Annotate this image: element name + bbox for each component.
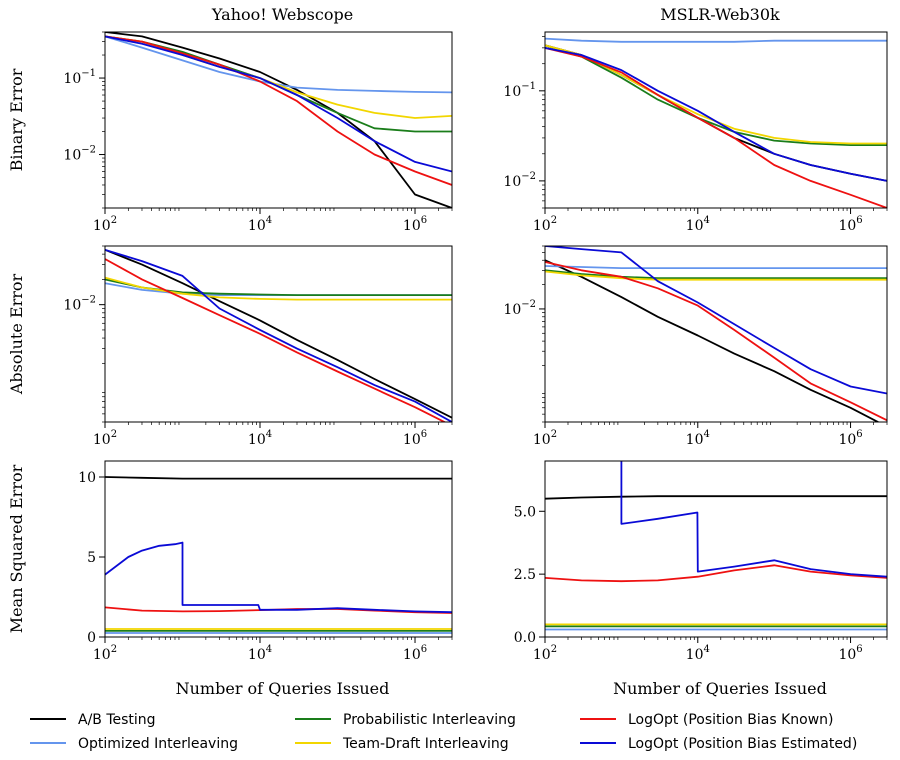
x-tick-label: 104 [248, 215, 272, 234]
column-title-1: MSLR-Web30k [660, 5, 780, 24]
panel-5: 102 104 106 0.0 2.5 5.0 [514, 460, 888, 663]
legend-label-0: A/B Testing [78, 712, 156, 728]
series-group [545, 37, 887, 208]
x-tick-label: 102 [93, 644, 117, 663]
series-line-0 [545, 259, 880, 422]
y-tick-label: 10−1 [503, 81, 536, 100]
series-line-5 [620, 461, 887, 578]
x-axis-label-1: Number of Queries Issued [613, 679, 827, 698]
y-tick-label: 10−2 [63, 295, 96, 314]
series-group [545, 461, 887, 631]
series-line-2 [545, 44, 887, 147]
y-tick-label: 10−1 [63, 68, 96, 87]
series-line-0 [545, 495, 887, 500]
series-line-4 [545, 261, 887, 422]
x-tick-label: 104 [248, 644, 272, 663]
x-tick-label: 102 [93, 429, 117, 448]
legend-label-5: LogOpt (Position Bias Estimated) [628, 736, 857, 752]
series-group [105, 248, 452, 422]
y-tick-label: 0 [87, 630, 96, 646]
series-group [105, 476, 452, 634]
series-line-5 [545, 246, 887, 395]
series-line-1 [545, 37, 887, 43]
y-tick-label: 10−2 [63, 145, 96, 164]
panel-frame [104, 245, 453, 423]
row-label-0: Binary Error [7, 68, 26, 171]
panel-2: 102 104 106 10−2 [63, 245, 453, 448]
x-tick-label: 102 [533, 429, 557, 448]
x-tick-label: 102 [533, 644, 557, 663]
x-tick-label: 106 [838, 215, 862, 234]
panel-frame [544, 460, 888, 638]
y-tick-label: 2.5 [514, 567, 536, 583]
series-line-5 [105, 248, 452, 422]
panel-frame [104, 31, 453, 209]
x-axis-label-0: Number of Queries Issued [176, 679, 390, 698]
series-line-0 [545, 44, 887, 182]
series-line-4 [105, 35, 452, 186]
series-line-5 [105, 35, 452, 173]
x-tick-label: 106 [403, 215, 427, 234]
panel-frame [544, 245, 888, 423]
x-tick-label: 102 [533, 215, 557, 234]
series-line-4 [545, 47, 887, 208]
series-line-5 [105, 541, 452, 614]
x-tick-label: 104 [686, 429, 710, 448]
row-label-2: Mean Squared Error [7, 464, 26, 633]
y-tick-label: 0.0 [514, 630, 536, 646]
series-line-0 [105, 32, 452, 208]
row-label-1: Absolute Error [7, 274, 26, 396]
x-tick-label: 106 [838, 644, 862, 663]
panel-frame [104, 460, 453, 638]
series-group [105, 32, 452, 208]
column-title-0: Yahoo! Webscope [211, 5, 353, 24]
series-line-4 [545, 564, 887, 583]
panel-1: 102 104 106 10−1 10−2 [503, 31, 888, 234]
legend-label-1: Optimized Interleaving [78, 736, 238, 752]
panel-3: 102 104 106 10−2 [503, 245, 888, 448]
y-tick-label: 5.0 [514, 504, 536, 520]
y-tick-label: 10−2 [503, 299, 536, 318]
x-tick-label: 102 [93, 215, 117, 234]
panel-4: 102 104 106 0 5 10 [78, 460, 453, 663]
legend-label-2: Probabilistic Interleaving [343, 712, 516, 728]
panel-0: 102 104 106 10−1 10−2 [63, 31, 453, 234]
x-tick-label: 106 [403, 644, 427, 663]
x-tick-label: 106 [403, 429, 427, 448]
x-tick-label: 106 [838, 429, 862, 448]
series-line-3 [105, 276, 452, 301]
legend: A/B Testing Optimized Interleaving Probabi… [30, 712, 857, 752]
x-tick-label: 104 [248, 429, 272, 448]
series-group [545, 246, 887, 422]
y-tick-label: 5 [87, 550, 96, 566]
series-line-3 [545, 270, 887, 281]
series-line-0 [105, 476, 452, 480]
series-line-5 [545, 47, 887, 182]
series-line-0 [105, 248, 452, 419]
series-line-4 [105, 258, 447, 422]
legend-label-4: LogOpt (Position Bias Known) [628, 712, 834, 728]
legend-label-3: Team-Draft Interleaving [342, 736, 509, 752]
x-tick-label: 104 [686, 644, 710, 663]
panel-frame [544, 31, 888, 209]
series-line-2 [545, 269, 887, 280]
y-tick-label: 10 [78, 470, 96, 486]
y-tick-label: 10−2 [503, 171, 536, 190]
series-line-1 [545, 265, 887, 270]
x-tick-label: 104 [686, 215, 710, 234]
